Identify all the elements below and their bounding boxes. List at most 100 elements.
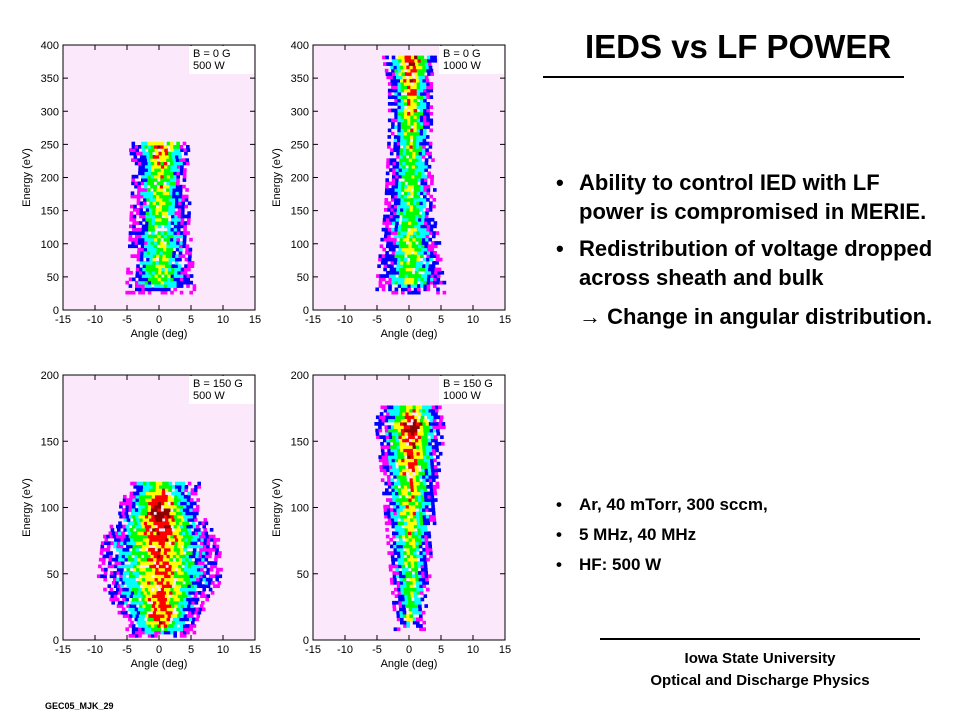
heatmap-cell bbox=[423, 85, 427, 90]
heatmap-cell bbox=[391, 102, 395, 106]
heatmap-cell bbox=[144, 284, 149, 288]
heatmap-cell bbox=[394, 428, 399, 433]
heatmap-cell bbox=[135, 148, 139, 152]
heatmap-cell bbox=[141, 514, 146, 519]
heatmap-cell bbox=[145, 217, 149, 222]
heatmap-cell bbox=[144, 524, 149, 529]
heatmap-cell bbox=[147, 634, 152, 638]
heatmap-cell bbox=[388, 567, 393, 572]
heatmap-cell bbox=[433, 251, 437, 255]
heatmap-cell bbox=[419, 485, 424, 489]
heatmap-cell bbox=[152, 620, 157, 625]
heatmap-cell bbox=[136, 194, 141, 199]
y-tick-label: 50 bbox=[297, 569, 309, 581]
heatmap-cell bbox=[187, 494, 191, 499]
heatmap-cell bbox=[404, 458, 408, 463]
heatmap-cell bbox=[144, 627, 149, 632]
heatmap-cell bbox=[379, 274, 383, 278]
heatmap-cell bbox=[165, 488, 169, 492]
heatmap-cell bbox=[379, 412, 384, 416]
heatmap-cell bbox=[429, 88, 434, 93]
heatmap-cell bbox=[160, 141, 164, 146]
heatmap-cell bbox=[151, 148, 155, 152]
heatmap-cell bbox=[173, 148, 178, 152]
heatmap-cell bbox=[404, 184, 408, 189]
heatmap-cell bbox=[391, 455, 395, 459]
heatmap-cell bbox=[418, 217, 422, 222]
heatmap-cell bbox=[394, 451, 398, 456]
heatmap-cell bbox=[420, 488, 424, 492]
heatmap-cell bbox=[186, 145, 190, 149]
heatmap-cell bbox=[424, 412, 429, 416]
heatmap-cell bbox=[167, 524, 171, 529]
heatmap-cell bbox=[421, 577, 426, 582]
heatmap-cell bbox=[429, 82, 434, 86]
heatmap-cell bbox=[420, 418, 424, 423]
heatmap-cell bbox=[141, 577, 146, 582]
heatmap-cell bbox=[135, 231, 139, 235]
heatmap-cell bbox=[408, 221, 412, 225]
heatmap-cell bbox=[420, 561, 424, 565]
heatmap-cell bbox=[180, 494, 185, 499]
heatmap-cell bbox=[439, 280, 443, 285]
heatmap-cell bbox=[420, 531, 425, 536]
heatmap-cell bbox=[386, 541, 391, 545]
heatmap-cell bbox=[138, 571, 143, 575]
heatmap-cell bbox=[398, 534, 403, 539]
heatmap-cell bbox=[185, 521, 189, 526]
heatmap-cell bbox=[163, 581, 167, 585]
heatmap-cell bbox=[412, 547, 417, 552]
heatmap-cell bbox=[402, 151, 407, 156]
heatmap-cell bbox=[408, 161, 413, 166]
heatmap-cell bbox=[183, 547, 187, 552]
heatmap-cell bbox=[164, 267, 169, 272]
heatmap-cell bbox=[417, 168, 422, 172]
heatmap-cell bbox=[388, 455, 392, 459]
heatmap-cell bbox=[412, 445, 417, 449]
heatmap-cell bbox=[166, 551, 171, 555]
heatmap-cell bbox=[165, 198, 170, 202]
heatmap-cell bbox=[433, 55, 437, 60]
heatmap-cell bbox=[204, 557, 209, 562]
heatmap-cell bbox=[176, 181, 180, 186]
heatmap-cell bbox=[426, 188, 431, 192]
heatmap-cell bbox=[158, 261, 163, 265]
heatmap-cell bbox=[426, 68, 430, 73]
heatmap-cell bbox=[151, 231, 155, 235]
heatmap-cell bbox=[431, 438, 435, 443]
heatmap-cell bbox=[423, 280, 427, 285]
heatmap-cell bbox=[431, 408, 436, 413]
heatmap-cell bbox=[413, 561, 418, 565]
heatmap-cell bbox=[178, 610, 182, 615]
heatmap-cell bbox=[141, 597, 145, 602]
heatmap-cell bbox=[425, 448, 430, 453]
heatmap-cell bbox=[142, 211, 147, 215]
heatmap-cell bbox=[164, 224, 168, 229]
heatmap-cell bbox=[102, 557, 106, 562]
heatmap-cell bbox=[389, 161, 393, 166]
heatmap-cell bbox=[413, 105, 418, 109]
heatmap-cell bbox=[394, 95, 398, 99]
heatmap-cell bbox=[421, 171, 425, 176]
heatmap-cell bbox=[148, 498, 152, 502]
heatmap-cell bbox=[391, 188, 395, 192]
heatmap-cell bbox=[197, 485, 201, 489]
heatmap-cell bbox=[157, 274, 162, 278]
heatmap-cell bbox=[386, 214, 390, 219]
heatmap-cell bbox=[140, 254, 144, 258]
heatmap-cell bbox=[381, 287, 386, 292]
heatmap-cell bbox=[154, 174, 158, 179]
heatmap-cell bbox=[180, 498, 184, 502]
heatmap-cell bbox=[440, 435, 444, 439]
heatmap-cell bbox=[107, 541, 111, 545]
heatmap-cell bbox=[407, 82, 411, 86]
heatmap-cell bbox=[170, 280, 174, 285]
heatmap-cell bbox=[393, 141, 398, 146]
heatmap-cell bbox=[390, 148, 394, 152]
heatmap-cell bbox=[158, 208, 163, 212]
heatmap-cell bbox=[421, 62, 426, 66]
heatmap-cell bbox=[408, 504, 413, 509]
heatmap-cell bbox=[163, 508, 168, 512]
heatmap-cell bbox=[402, 498, 406, 502]
heatmap-cell bbox=[399, 581, 404, 585]
